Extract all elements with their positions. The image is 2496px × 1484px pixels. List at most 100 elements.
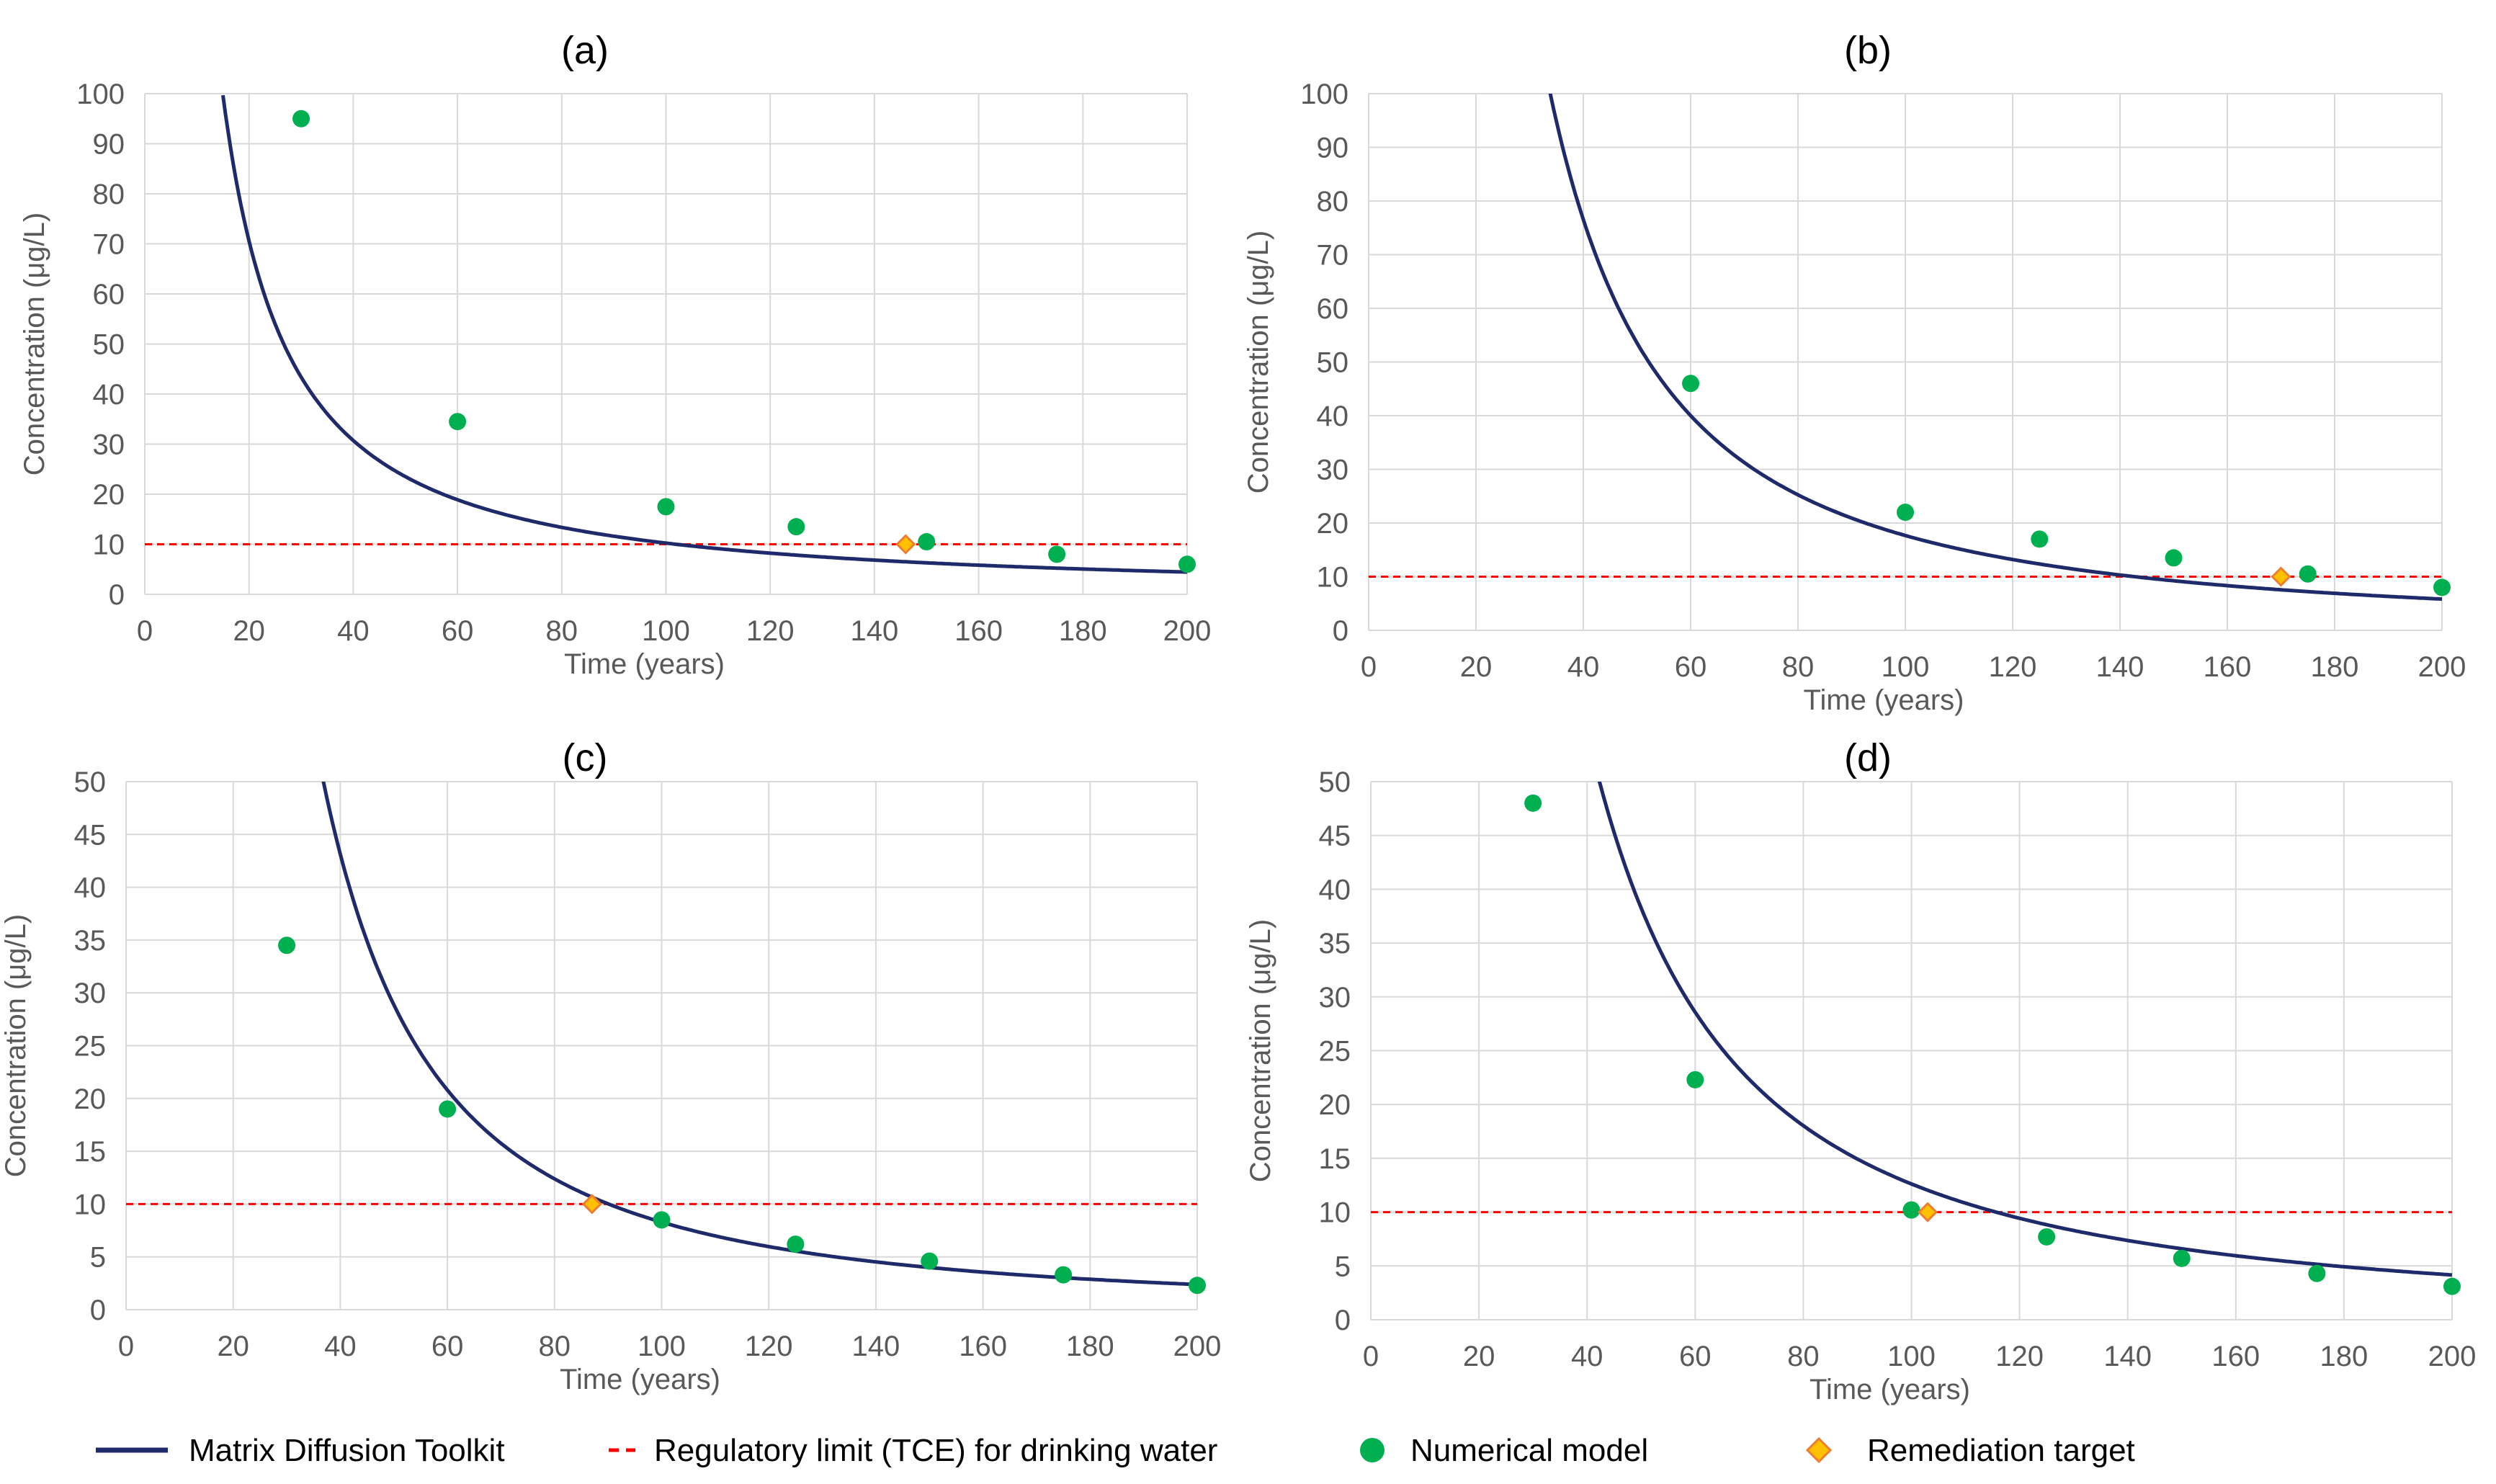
chart-panel-b: 0 20 40 60 80 100 120 140 160 180 200 0 10 20 30 40 50 60… bbox=[1243, 29, 2466, 716]
y-tick-label: 100 bbox=[1300, 79, 1348, 110]
remediation-target-marker bbox=[1917, 1202, 1938, 1222]
remediation-target-marker bbox=[2271, 566, 2291, 587]
y-tick-label: 0 bbox=[1335, 1305, 1351, 1336]
numerical-model-point bbox=[2031, 530, 2049, 548]
y-tick-label: 90 bbox=[93, 129, 125, 161]
y-tick-label: 35 bbox=[74, 925, 107, 957]
chart-panel-d: 0 20 40 60 80 100 120 140 160 180 200 0 5 10 15 20 25 30 3… bbox=[1245, 736, 2477, 1405]
x-tick-label: 20 bbox=[217, 1331, 249, 1362]
x-tick-label: 140 bbox=[2103, 1341, 2152, 1372]
x-tick-label: 160 bbox=[954, 615, 1003, 647]
numerical-model-point bbox=[2038, 1228, 2056, 1246]
x-tick-label: 60 bbox=[1675, 651, 1707, 683]
numerical-model-point bbox=[653, 1211, 671, 1229]
remediation-target-marker bbox=[581, 1194, 602, 1215]
y-tick-label: 10 bbox=[1317, 562, 1349, 594]
y-tick-label: 30 bbox=[1319, 982, 1351, 1014]
x-tick-label: 100 bbox=[1882, 651, 1930, 683]
y-tick-label: 40 bbox=[1319, 874, 1351, 906]
numerical-model-point bbox=[439, 1100, 457, 1118]
y-tick-label: 10 bbox=[1319, 1197, 1351, 1229]
numerical-model-point bbox=[2308, 1264, 2326, 1282]
x-tick-label: 0 bbox=[1361, 651, 1377, 683]
x-tick-label: 160 bbox=[2204, 651, 2252, 683]
matrix-diffusion-curve bbox=[1597, 782, 2452, 1277]
legend-label: Regulatory limit (TCE) for drinking wate… bbox=[654, 1433, 1217, 1468]
chart-title: (d) bbox=[1844, 736, 1892, 779]
legend-label: Numerical model bbox=[1410, 1433, 1648, 1468]
circle-marker-icon bbox=[1360, 1438, 1385, 1462]
x-tick-label: 20 bbox=[1460, 651, 1493, 683]
x-tick-label: 80 bbox=[1787, 1341, 1820, 1372]
x-tick-label: 120 bbox=[1989, 651, 2037, 683]
x-tick-label: 140 bbox=[2096, 651, 2144, 683]
numerical-model-point bbox=[1189, 1277, 1206, 1295]
numerical-model-point bbox=[921, 1252, 939, 1270]
numerical-model-point bbox=[2433, 578, 2451, 596]
y-tick-label: 20 bbox=[74, 1083, 107, 1115]
chart-title: (b) bbox=[1844, 29, 1892, 72]
x-tick-label: 120 bbox=[745, 1331, 793, 1362]
numerical-model-point bbox=[918, 533, 936, 551]
x-tick-label: 120 bbox=[1995, 1341, 2044, 1372]
y-tick-label: 30 bbox=[93, 429, 125, 461]
y-tick-label: 0 bbox=[109, 579, 125, 611]
x-tick-label: 180 bbox=[2320, 1341, 2368, 1372]
y-tick-label: 30 bbox=[1317, 455, 1349, 486]
x-tick-label: 160 bbox=[959, 1331, 1007, 1362]
x-axis-title: Time (years) bbox=[1810, 1374, 1970, 1405]
numerical-model-point bbox=[657, 498, 675, 516]
x-tick-label: 140 bbox=[851, 615, 899, 647]
chart-panel-a: 0 20 40 60 80 100 120 140 160 180 200 0 10 20 30 40 50 60… bbox=[19, 29, 1211, 680]
x-axis-title: Time (years) bbox=[560, 1364, 720, 1395]
y-tick-label: 0 bbox=[1333, 615, 1348, 647]
x-tick-label: 100 bbox=[642, 615, 690, 647]
numerical-model-point bbox=[2299, 565, 2317, 583]
x-tick-label: 200 bbox=[1163, 615, 1212, 647]
chart-panels: 0 20 40 60 80 100 120 140 160 180 2000102030405060… bbox=[0, 29, 2477, 1405]
y-tick-label: 45 bbox=[74, 819, 107, 851]
x-tick-label: 40 bbox=[1567, 651, 1600, 683]
x-axis-title: Time (years) bbox=[1804, 684, 1964, 716]
x-tick-label: 200 bbox=[2428, 1341, 2477, 1372]
x-tick-label: 200 bbox=[1173, 1331, 1222, 1362]
x-tick-label: 0 bbox=[137, 615, 153, 647]
x-axis-title: Time (years) bbox=[564, 648, 725, 680]
y-tick-label: 60 bbox=[1317, 293, 1349, 325]
x-tick-label: 20 bbox=[233, 615, 265, 647]
diamond-marker-icon bbox=[1805, 1436, 1833, 1464]
chart-title: (a) bbox=[561, 29, 609, 72]
numerical-model-point bbox=[1055, 1266, 1073, 1284]
x-tick-label: 20 bbox=[1463, 1341, 1495, 1372]
numerical-model-point bbox=[292, 109, 310, 128]
x-tick-label: 80 bbox=[1782, 651, 1815, 683]
legend: Matrix Diffusion Toolkit Regulatory limit… bbox=[96, 1433, 2135, 1468]
x-tick-label: 60 bbox=[431, 1331, 464, 1362]
numerical-model-point bbox=[1048, 545, 1066, 563]
y-tick-label: 15 bbox=[1319, 1143, 1351, 1175]
numerical-model-point bbox=[449, 413, 467, 431]
x-tick-label: 180 bbox=[2311, 651, 2359, 683]
y-tick-label: 20 bbox=[93, 479, 125, 511]
y-tick-label: 50 bbox=[74, 766, 107, 798]
chart-title: (c) bbox=[563, 736, 608, 779]
y-tick-label: 70 bbox=[93, 229, 125, 261]
numerical-model-point bbox=[2173, 1249, 2191, 1267]
y-tick-label: 15 bbox=[74, 1136, 107, 1168]
y-tick-label: 35 bbox=[1319, 928, 1351, 960]
remediation-target-marker bbox=[895, 534, 916, 555]
matrix-diffusion-curve bbox=[321, 782, 1197, 1287]
x-tick-label: 60 bbox=[1679, 1341, 1712, 1372]
chart-panel-c: 0 20 40 60 80 100 120 140 160 180 200 0 5 10 15 20 25 30 3… bbox=[0, 736, 1222, 1395]
y-tick-label: 60 bbox=[93, 279, 125, 310]
x-tick-label: 160 bbox=[2211, 1341, 2260, 1372]
numerical-model-point bbox=[2165, 549, 2183, 567]
y-tick-label: 100 bbox=[76, 79, 125, 110]
y-tick-label: 25 bbox=[74, 1031, 107, 1063]
x-tick-label: 40 bbox=[324, 1331, 357, 1362]
y-axis-title: Concentration (μg/L) bbox=[0, 914, 32, 1177]
x-tick-label: 60 bbox=[442, 615, 474, 647]
numerical-model-point bbox=[1524, 794, 1542, 812]
y-tick-label: 0 bbox=[90, 1295, 106, 1326]
